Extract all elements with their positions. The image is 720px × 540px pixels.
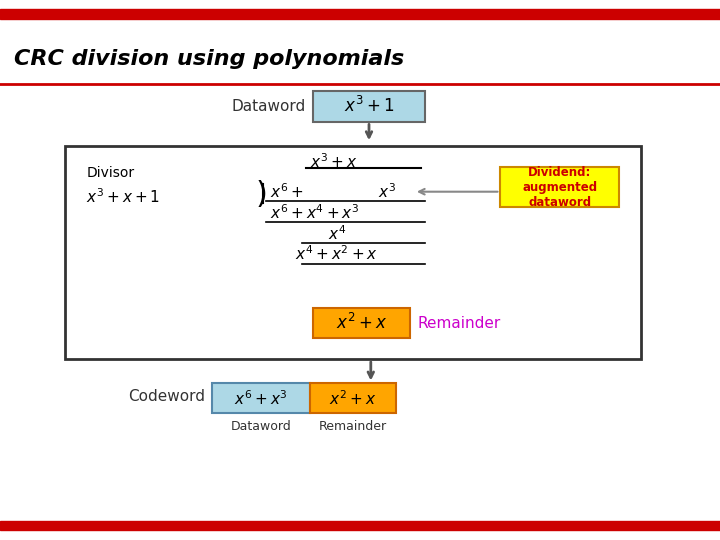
Text: $x^4 + x^2 + x$: $x^4 + x^2 + x$ (295, 245, 378, 263)
Text: Divisor: Divisor (86, 166, 135, 180)
Text: $x^6 + x^3$: $x^6 + x^3$ (234, 389, 288, 408)
Text: $x^6 + x^4 + x^3$: $x^6 + x^4 + x^3$ (270, 203, 359, 221)
Text: $x^3 + x$: $x^3 + x$ (310, 153, 357, 171)
Text: $x^2 + x$: $x^2 + x$ (329, 389, 377, 408)
Text: $x^3 + x + 1$: $x^3 + x + 1$ (86, 188, 161, 206)
Bar (65, 146, 641, 359)
Text: $x^3$: $x^3$ (378, 183, 396, 201)
Text: Dataword: Dataword (232, 99, 306, 113)
Text: $x^3 + 1$: $x^3 + 1$ (343, 96, 395, 116)
Text: Remainder: Remainder (319, 420, 387, 433)
Bar (310, 383, 396, 413)
Bar (0, 521, 720, 530)
Text: ): ) (256, 180, 267, 209)
Text: Remainder: Remainder (418, 316, 501, 330)
Bar (313, 308, 410, 338)
Bar (0, 9, 720, 19)
Text: $x^4$: $x^4$ (328, 224, 346, 242)
Text: Dividend:
augmented
dataword: Dividend: augmented dataword (522, 166, 598, 208)
Bar (313, 91, 425, 122)
Bar (500, 167, 619, 207)
Bar (212, 383, 310, 413)
Text: Dataword: Dataword (230, 420, 292, 433)
Text: CRC division using polynomials: CRC division using polynomials (14, 49, 405, 69)
Text: $x^2 + x$: $x^2 + x$ (336, 313, 387, 333)
Text: $x^6 +$: $x^6 +$ (270, 183, 304, 201)
Text: Codeword: Codeword (128, 389, 205, 404)
